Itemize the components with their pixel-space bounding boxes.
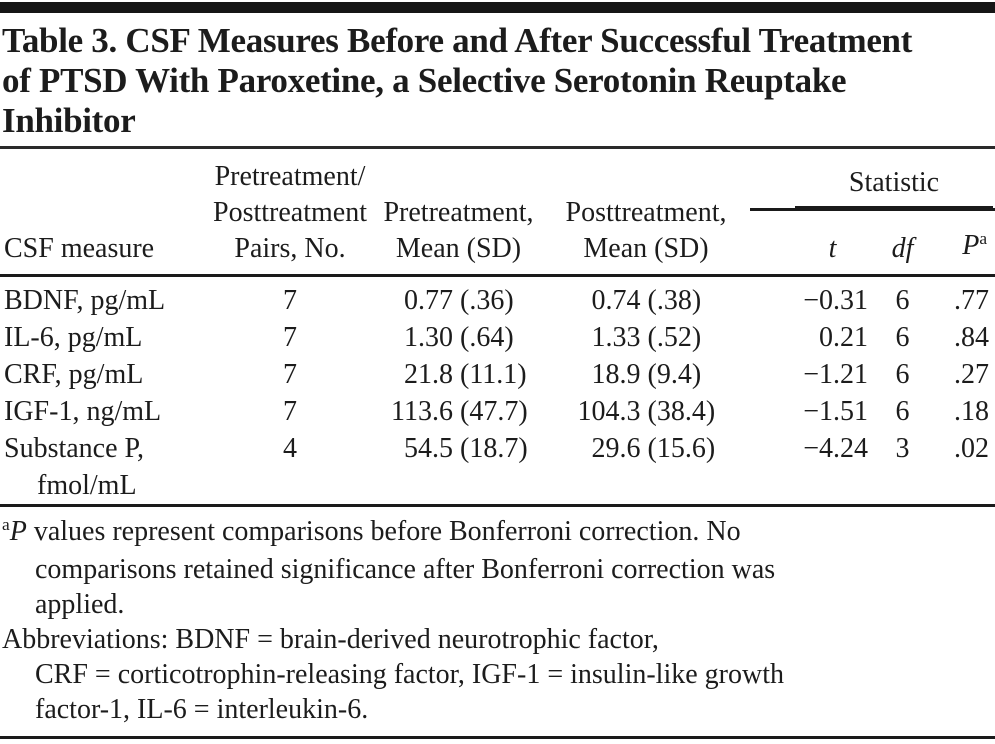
cell-measure: CRF, pg/mL — [4, 359, 144, 390]
cell-df: 6 — [895, 285, 910, 316]
table-row: Substance P, fmol/mL 4 54.5 (18.7) 29.6 (1… — [0, 430, 995, 504]
p-superscript-a: a — [979, 229, 988, 249]
col-header-posttreatment-line-1: Posttreatment, — [565, 197, 727, 228]
cell-posttreatment: 29.6 (15.6) — [591, 433, 716, 464]
cell-df: 6 — [895, 396, 910, 427]
col-header-pairs: Pretreatment/ Posttreatment Pairs, No. — [205, 149, 375, 277]
cell-t: −4.24 — [803, 433, 868, 464]
cell-p: .27 — [954, 359, 990, 390]
cell-pairs: 7 — [283, 285, 297, 316]
cell-posttreatment: 0.74 (.38) — [591, 285, 702, 316]
cell-df: 3 — [895, 433, 910, 464]
col-header-t: t — [750, 209, 880, 277]
cell-measure: BDNF, pg/mL — [4, 285, 166, 316]
table-row: CRF, pg/mL 7 21.8 (11.1) 18.9 (9.4) −1.21 … — [0, 356, 995, 393]
col-header-pretreatment: Pretreatment, Mean (SD) — [375, 149, 542, 277]
col-header-statistic-spanner: Statistic — [750, 149, 995, 212]
col-header-posttreatment: Posttreatment, Mean (SD) — [542, 149, 750, 277]
abbreviations-line-2: CRF = corticotrophin-releasing factor, I… — [35, 659, 784, 690]
cell-posttreatment: 1.33 (.52) — [591, 322, 702, 353]
cell-t: −1.51 — [803, 396, 868, 427]
footnote-a-line-1: aP values represent comparisons before B… — [2, 515, 741, 547]
table-row: IL-6, pg/mL 7 1.30 (.64) 1.33 (.52) 0.21 6… — [0, 319, 995, 356]
table-title-line-3: Inhibitor — [2, 101, 136, 140]
col-header-pretreatment-line-1: Pretreatment, — [383, 197, 534, 228]
cell-p: .18 — [954, 396, 990, 427]
cell-p: .77 — [954, 285, 990, 316]
table-footnotes: aP values represent comparisons before B… — [0, 504, 995, 739]
top-rule-bar — [0, 2, 995, 13]
cell-t: 0.21 — [819, 322, 868, 353]
cell-measure: Substance P, fmol/mL — [4, 433, 144, 501]
cell-df: 6 — [895, 359, 910, 390]
table-body: BDNF, pg/mL 7 0.77 (.36) 0.74 (.38) −0.31 … — [0, 276, 995, 505]
footnote-a-marker: a — [2, 515, 10, 535]
cell-measure: IL-6, pg/mL — [4, 322, 143, 353]
table-title-line-1: Table 3. CSF Measures Before and After S… — [2, 21, 913, 60]
cell-pairs: 7 — [283, 322, 297, 353]
table-header: CSF measure Pretreatment/ Posttreatment … — [0, 149, 995, 277]
col-header-p: Pa — [925, 209, 995, 277]
cell-df: 6 — [895, 322, 910, 353]
cell-pairs: 7 — [283, 359, 297, 390]
footnote-a-line-2: comparisons retained significance after … — [35, 554, 776, 585]
cell-pretreatment: 54.5 (18.7) — [404, 433, 528, 464]
col-header-df: df — [880, 209, 925, 277]
abbreviations-line-3: factor-1, IL-6 = interleukin-6. — [35, 694, 369, 725]
statistic-spanner-label: Statistic — [795, 165, 994, 209]
cell-p: .84 — [954, 322, 990, 353]
table-row: BDNF, pg/mL 7 0.77 (.36) 0.74 (.38) −0.31 … — [0, 276, 995, 320]
col-header-csf-measure: CSF measure — [0, 149, 205, 277]
cell-pretreatment: 113.6 (47.7) — [391, 396, 528, 427]
abbreviations-line-1: Abbreviations: BDNF = brain-derived neur… — [2, 624, 659, 655]
footnote-a-line-3: applied. — [35, 589, 125, 620]
table-title: Table 3. CSF Measures Before and After S… — [2, 21, 993, 141]
cell-posttreatment: 104.3 (38.4) — [577, 396, 716, 427]
cell-measure: IGF-1, ng/mL — [4, 396, 162, 427]
cell-pairs: 4 — [283, 433, 297, 464]
cell-posttreatment: 18.9 (9.4) — [591, 359, 702, 390]
col-header-pairs-line-2: Posttreatment — [213, 197, 367, 228]
cell-t: −1.21 — [803, 359, 868, 390]
footnote-a-p-italic: P — [9, 516, 27, 547]
col-header-pretreatment-line-2: Mean (SD) — [395, 233, 522, 264]
col-header-pairs-line-3: Pairs, No. — [234, 233, 346, 264]
title-divider-rule — [0, 146, 995, 149]
cell-pretreatment: 1.30 (.64) — [404, 322, 514, 353]
cell-pairs: 7 — [283, 396, 297, 427]
col-header-posttreatment-line-2: Mean (SD) — [583, 233, 709, 264]
csf-measures-table: CSF measure Pretreatment/ Posttreatment … — [0, 149, 995, 504]
col-header-pairs-line-1: Pretreatment/ — [214, 161, 366, 192]
table-title-line-2: of PTSD With Paroxetine, a Selective Ser… — [2, 61, 847, 100]
cell-p: .02 — [954, 433, 990, 464]
cell-t: −0.31 — [803, 285, 868, 316]
cell-pretreatment: 21.8 (11.1) — [404, 359, 527, 390]
cell-pretreatment: 0.77 (.36) — [404, 285, 514, 316]
table-row: IGF-1, ng/mL 7 113.6 (47.7) 104.3 (38.4) −… — [0, 393, 995, 430]
